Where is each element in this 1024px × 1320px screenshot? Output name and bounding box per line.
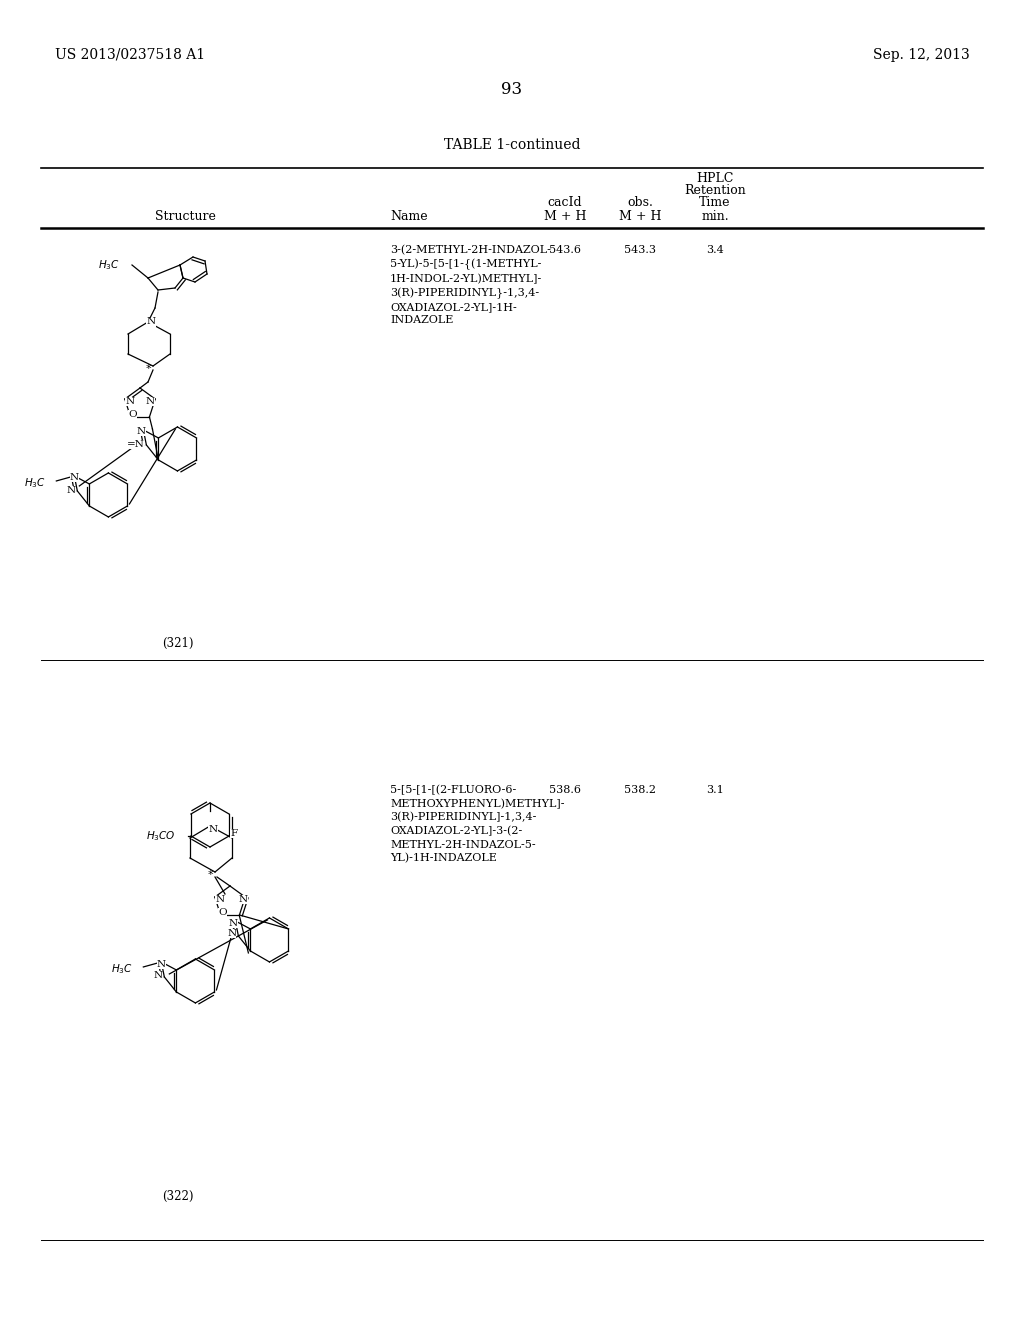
- Text: Structure: Structure: [155, 210, 215, 223]
- Text: $H_3CO$: $H_3CO$: [146, 829, 176, 843]
- Text: O: O: [128, 411, 137, 420]
- Text: 538.2: 538.2: [624, 785, 656, 795]
- Text: US 2013/0237518 A1: US 2013/0237518 A1: [55, 48, 205, 62]
- Text: Sep. 12, 2013: Sep. 12, 2013: [873, 48, 970, 62]
- Text: M + H: M + H: [618, 210, 662, 223]
- Text: 5-[5-[1-[(2-FLUORO-6-
METHOXYPHENYL)METHYL]-
3(R)-PIPERIDINYL]-1,3,4-
OXADIAZOL-: 5-[5-[1-[(2-FLUORO-6- METHOXYPHENYL)METH…: [390, 785, 564, 863]
- Text: 543.6: 543.6: [549, 246, 581, 255]
- Text: N: N: [145, 396, 155, 405]
- Text: N: N: [154, 972, 163, 981]
- Text: 543.3: 543.3: [624, 246, 656, 255]
- Text: F: F: [230, 829, 238, 837]
- Text: $H_3C$: $H_3C$: [112, 962, 133, 975]
- Text: 3-(2-METHYL-2H-INDAZOL-
5-YL)-5-[5-[1-{(1-METHYL-
1H-INDOL-2-YL)METHYL]-
3(R)-PI: 3-(2-METHYL-2H-INDAZOL- 5-YL)-5-[5-[1-{(…: [390, 246, 551, 325]
- Text: 538.6: 538.6: [549, 785, 581, 795]
- Text: obs.: obs.: [627, 195, 653, 209]
- Text: *: *: [207, 870, 213, 880]
- Text: min.: min.: [701, 210, 729, 223]
- Text: N: N: [125, 396, 134, 405]
- Text: N: N: [137, 428, 146, 437]
- Text: N: N: [227, 929, 237, 939]
- Text: N: N: [215, 895, 224, 903]
- Text: =N: =N: [127, 441, 144, 449]
- Text: (322): (322): [162, 1191, 194, 1203]
- Text: N: N: [209, 825, 217, 833]
- Text: HPLC: HPLC: [696, 172, 733, 185]
- Text: cacId: cacId: [548, 195, 583, 209]
- Text: $H_3C$: $H_3C$: [98, 259, 120, 272]
- Text: TABLE 1-continued: TABLE 1-continued: [443, 139, 581, 152]
- Text: *: *: [145, 364, 151, 374]
- Text: N: N: [239, 895, 248, 903]
- Text: (321): (321): [162, 638, 194, 649]
- Text: $H_3C$: $H_3C$: [25, 477, 46, 490]
- Text: N: N: [146, 318, 156, 326]
- Text: 93: 93: [502, 82, 522, 99]
- Text: Retention: Retention: [684, 183, 745, 197]
- Text: 3.1: 3.1: [707, 785, 724, 795]
- Text: N: N: [228, 920, 238, 928]
- Text: N: N: [67, 487, 76, 495]
- Text: 3.4: 3.4: [707, 246, 724, 255]
- Text: N: N: [157, 961, 166, 969]
- Text: O: O: [218, 908, 227, 917]
- Text: Time: Time: [699, 195, 731, 209]
- Text: Name: Name: [390, 210, 428, 223]
- Text: N: N: [70, 474, 79, 483]
- Text: M + H: M + H: [544, 210, 587, 223]
